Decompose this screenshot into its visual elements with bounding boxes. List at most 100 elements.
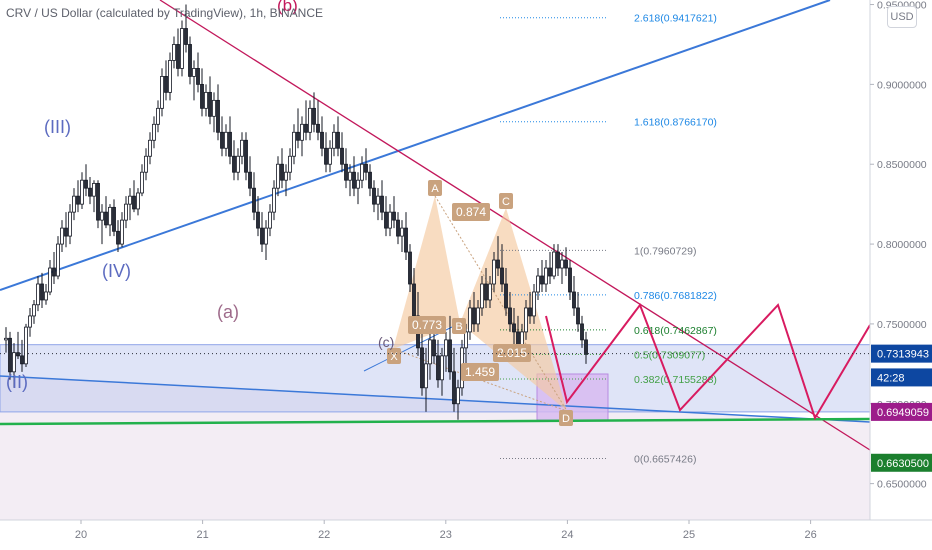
price-tag-box	[871, 453, 932, 472]
candle	[428, 331, 432, 380]
candle-body	[284, 171, 288, 181]
candle	[444, 331, 448, 372]
candle-body	[400, 227, 404, 237]
candle	[268, 204, 272, 237]
candle-body	[304, 123, 308, 133]
candle	[8, 331, 12, 380]
candle	[544, 260, 548, 292]
currency-button[interactable]: USD	[887, 6, 917, 28]
time-axis	[0, 520, 932, 550]
candle-body	[556, 251, 560, 269]
pattern-point-d: D	[559, 410, 573, 426]
x-tick-label: 22	[318, 529, 330, 541]
candle-body	[12, 352, 16, 373]
price-tag: 42:28	[871, 368, 932, 387]
point-text: C	[502, 196, 510, 208]
point-box	[559, 410, 573, 426]
candle-body	[156, 107, 160, 125]
candle	[264, 220, 268, 261]
candle	[388, 204, 392, 237]
candle	[532, 283, 536, 324]
candle	[392, 196, 396, 229]
candle-body	[308, 107, 312, 133]
candle	[44, 283, 48, 305]
candle-body	[260, 227, 264, 245]
candle-body	[560, 259, 564, 269]
candle	[32, 299, 36, 324]
candle	[12, 343, 16, 388]
candle	[548, 252, 552, 284]
candle-body	[140, 171, 144, 194]
candle	[216, 84, 220, 141]
candle-body	[52, 267, 56, 277]
candle	[440, 347, 444, 396]
candle	[276, 156, 280, 197]
candle-body	[412, 283, 416, 317]
point-text: X	[390, 351, 398, 363]
candle-body	[464, 331, 468, 349]
candle-body	[448, 339, 452, 373]
candle	[240, 132, 244, 165]
candle	[452, 347, 456, 412]
candle	[336, 116, 340, 157]
candle-body	[492, 259, 496, 285]
candle-body	[220, 131, 224, 149]
point-box	[428, 180, 442, 196]
pattern-ratio-label: 0.773	[408, 316, 446, 334]
candle-body	[356, 179, 360, 189]
candle-body	[120, 219, 124, 245]
candle	[368, 164, 372, 197]
pattern-point-b: B	[452, 318, 466, 334]
candle-body	[504, 283, 508, 309]
candle	[492, 252, 496, 292]
candle	[140, 164, 144, 197]
pattern-point-x: X	[387, 348, 401, 364]
pattern-point-a: A	[428, 180, 442, 196]
fib-label: 0.786(0.7681822)	[634, 290, 717, 302]
candle-body	[108, 206, 112, 226]
candle	[404, 212, 408, 261]
y-tick-label: 0.7500000	[877, 319, 927, 331]
candle	[104, 196, 108, 229]
candle-body	[144, 155, 148, 173]
candle	[484, 268, 488, 308]
candle	[572, 276, 576, 316]
candle	[412, 268, 416, 324]
candle	[288, 148, 292, 181]
point-text: D	[562, 413, 570, 425]
candle-body	[544, 267, 548, 285]
ratio-text: 0.773	[412, 318, 442, 332]
candle-body	[252, 187, 256, 213]
fib-label: 1.618(0.8766170)	[634, 117, 717, 129]
candle-body	[64, 227, 68, 237]
candle-body	[576, 307, 580, 325]
candle-body	[232, 155, 236, 173]
candle-body	[92, 182, 96, 197]
y-tick-label: 0.8000000	[877, 239, 927, 251]
candle	[144, 148, 148, 181]
candle-body	[104, 211, 108, 226]
candle	[564, 247, 568, 277]
candle-body	[44, 291, 48, 301]
candle	[476, 299, 480, 332]
candle-body	[452, 371, 456, 405]
candle	[560, 252, 564, 284]
candle-body	[324, 147, 328, 165]
y-tick-label: 0.6500000	[877, 479, 927, 491]
candle-body	[336, 131, 340, 149]
candle-body	[240, 139, 244, 157]
candle	[64, 212, 68, 248]
candle	[308, 100, 312, 141]
candle-body	[76, 195, 80, 205]
candle-body	[352, 171, 356, 189]
candle-body	[480, 283, 484, 309]
candle	[192, 60, 196, 101]
candle-body	[584, 339, 588, 355]
candle-body	[160, 76, 164, 109]
candle-body	[384, 211, 388, 229]
candle	[348, 164, 352, 197]
candle-body	[116, 230, 120, 245]
candle-body	[360, 163, 364, 181]
candle-body	[100, 211, 104, 221]
